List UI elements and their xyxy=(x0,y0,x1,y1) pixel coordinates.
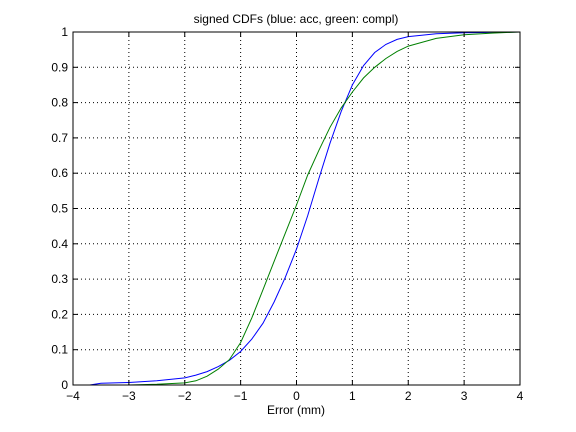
x-axis-label: Error (mm) xyxy=(267,403,325,417)
y-tick-label: 1 xyxy=(61,25,68,39)
x-tick-label: −3 xyxy=(122,389,136,403)
y-tick-label: 0.7 xyxy=(51,131,68,145)
grid-lines xyxy=(73,32,520,385)
x-tick-label: 0 xyxy=(293,389,300,403)
y-tick-label: 0.2 xyxy=(51,307,68,321)
chart-title: signed CDFs (blue: acc, green: compl) xyxy=(194,12,399,26)
x-tick-label: 4 xyxy=(517,389,524,403)
y-tick-label: 0.3 xyxy=(51,272,68,286)
green-cdf-line xyxy=(73,31,521,386)
y-tick-label: 0.1 xyxy=(51,343,68,357)
x-tick-label: −2 xyxy=(178,389,192,403)
y-tick-label: 0.6 xyxy=(51,166,68,180)
x-tick-label: 2 xyxy=(405,389,412,403)
y-tick-label: 0 xyxy=(61,378,68,392)
ticks: −4 −3 −2 −1 0 1 2 3 4 0 0.1 0.2 0.3 0.4 0.5 0.6 0.7 0.8 0.… xyxy=(51,25,523,403)
x-tick-label: −4 xyxy=(66,389,80,403)
x-tick-label: 3 xyxy=(461,389,468,403)
y-tick-label: 0.5 xyxy=(51,202,68,216)
x-tick-label: −1 xyxy=(234,389,248,403)
y-tick-label: 0.9 xyxy=(51,60,68,74)
y-tick-label: 0.4 xyxy=(51,237,68,251)
series-lines xyxy=(73,31,521,386)
y-tick-label: 0.8 xyxy=(51,96,68,110)
blue-cdf-line xyxy=(73,31,521,386)
x-tick-label: 1 xyxy=(349,389,356,403)
